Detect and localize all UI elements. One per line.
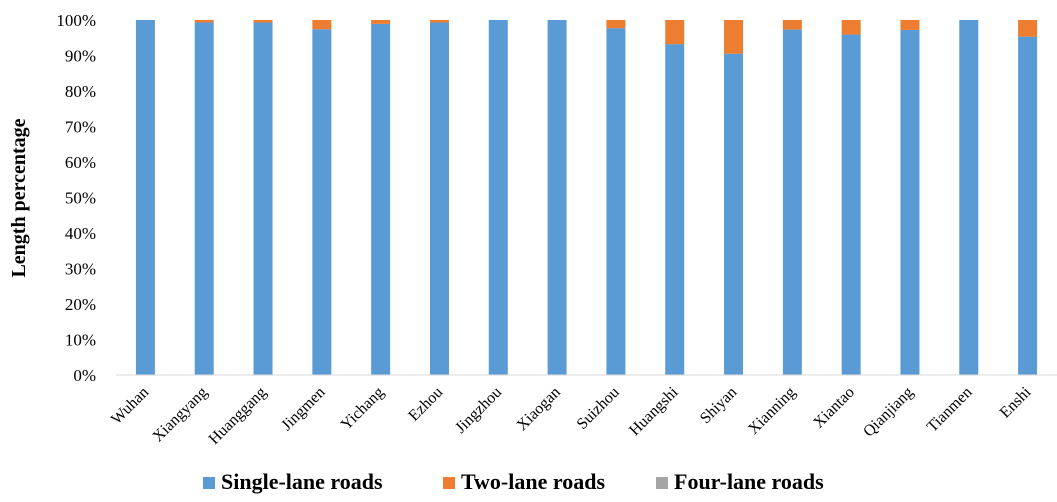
y-tick-label: 10% [65, 331, 96, 350]
x-tick-label: Suizhou [574, 384, 623, 433]
legend-label: Single-lane roads [221, 469, 383, 494]
bar-jingmen-two-lane-roads [312, 20, 332, 30]
bar-qianjiang-single-lane-roads [900, 29, 920, 375]
y-tick-label: 0% [73, 366, 96, 385]
y-tick-label: 90% [65, 47, 96, 66]
bar-qianjiang-two-lane-roads [900, 20, 920, 30]
y-tick-label: 40% [65, 224, 96, 243]
y-tick-label: 100% [56, 11, 96, 30]
x-tick-label: Enshi [997, 383, 1035, 421]
legend-swatch [443, 477, 455, 489]
x-tick-label: Jingzhou [452, 384, 505, 437]
bar-xiantao-single-lane-roads [841, 34, 861, 376]
y-axis-ticks: 0% 10% 20% 30% 40% 50% 60% 70% 80% 90% 100% [56, 11, 96, 385]
bar-suizhou-single-lane-roads [606, 28, 626, 375]
bar-huangshi-two-lane-roads [665, 20, 685, 45]
bar-enshi-single-lane-roads [1018, 36, 1038, 376]
bar-ezhou-two-lane-roads [429, 20, 449, 23]
bar-jingzhou-single-lane-roads [488, 20, 508, 375]
y-tick-label: 80% [65, 82, 96, 101]
bar-suizhou-two-lane-roads [606, 20, 626, 29]
y-tick-label: 20% [65, 295, 96, 314]
x-tick-label: Xiantao [810, 384, 858, 432]
bar-shiyan-single-lane-roads [724, 53, 744, 375]
bar-xiaogan-single-lane-roads [547, 20, 567, 375]
legend: Single-lane roads Two-lane roads Four-lane… [203, 469, 824, 494]
y-tick-label: 30% [65, 260, 96, 279]
x-tick-label: Huangshi [626, 383, 682, 439]
bar-enshi-two-lane-roads [1018, 20, 1038, 37]
y-tick-label: 60% [65, 153, 96, 172]
bar-huangshi-single-lane-roads [665, 44, 685, 375]
bar-xianning-single-lane-roads [782, 29, 802, 376]
bar-xiangyang-single-lane-roads [194, 22, 214, 376]
x-tick-label: Shiyan [697, 384, 740, 427]
x-tick-label: Wuhan [108, 384, 152, 428]
x-tick-label: Tianmen [924, 384, 976, 436]
x-tick-label: Ezhou [405, 384, 446, 425]
bars [135, 20, 1038, 376]
bar-huanggang-single-lane-roads [253, 22, 273, 376]
bar-yichang-single-lane-roads [371, 23, 391, 376]
legend-swatch [203, 477, 215, 489]
x-tick-label: Xiaogan [514, 384, 564, 434]
bar-jingmen-single-lane-roads [312, 29, 332, 375]
y-tick-label: 70% [65, 118, 96, 137]
bar-shiyan-two-lane-roads [724, 20, 744, 54]
bar-tianmen-single-lane-roads [959, 20, 979, 375]
legend-label: Four-lane roads [674, 469, 824, 494]
bar-xiangyang-two-lane-roads [194, 20, 214, 23]
bar-wuhan-single-lane-roads [135, 20, 155, 375]
x-tick-label: Yichang [338, 384, 388, 434]
x-tick-label: Jingmen [278, 384, 328, 434]
legend-label: Two-lane roads [461, 469, 605, 494]
x-tick-label: Huanggang [206, 384, 270, 448]
bar-huanggang-two-lane-roads [253, 20, 273, 23]
legend-swatch [656, 477, 668, 489]
x-tick-label: Xiangyang [149, 384, 211, 446]
bar-ezhou-single-lane-roads [429, 22, 449, 376]
bar-yichang-two-lane-roads [371, 20, 391, 24]
bar-xianning-two-lane-roads [782, 20, 802, 30]
y-axis-label: Length percentage [8, 118, 30, 277]
y-tick-label: 50% [65, 189, 96, 208]
bar-xiantao-two-lane-roads [841, 20, 861, 35]
y-axis-label-group: Length percentage [8, 118, 30, 277]
x-tick-label: Xianning [745, 384, 799, 438]
x-tick-label: Qianjiang [860, 384, 917, 441]
